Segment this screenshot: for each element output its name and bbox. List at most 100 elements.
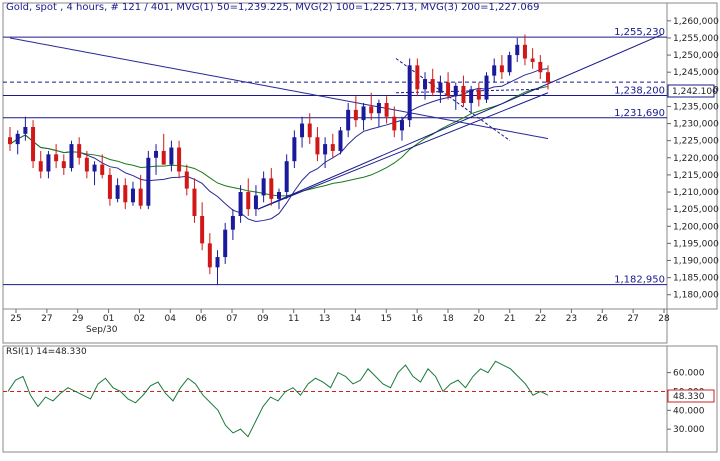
candle-body	[407, 65, 412, 121]
candle-body	[361, 106, 366, 121]
candle-body	[23, 126, 28, 134]
rsi-label: RSI(1) 14=48.330	[6, 347, 87, 357]
price-tick-label: 1,230,000	[673, 120, 719, 130]
candle-body	[38, 161, 43, 172]
time-tick-label: 11	[288, 314, 299, 324]
candle-body	[423, 79, 428, 90]
candle-body	[353, 109, 358, 121]
candle-body	[461, 85, 466, 104]
price-tick-label: 1,210,000	[673, 188, 719, 198]
price-tick-label: 1,185,000	[673, 274, 719, 284]
level-label: 1,238,200	[614, 85, 665, 96]
candle-body	[315, 137, 320, 155]
time-tick-label: 27	[41, 314, 52, 324]
candle-body	[507, 55, 512, 73]
candle-body	[207, 243, 212, 268]
support-line	[257, 92, 549, 210]
candle-body	[492, 65, 497, 76]
candle-body	[292, 137, 297, 162]
candle-body	[46, 154, 51, 172]
candle-body	[69, 144, 74, 169]
candle-body	[253, 195, 258, 210]
candle-body	[522, 44, 527, 59]
level-label: 1,231,690	[614, 108, 665, 119]
time-axis-strip	[2, 308, 668, 344]
candle-body	[92, 164, 97, 172]
candle-body	[330, 144, 335, 151]
candle-body	[115, 185, 120, 199]
rsi-tick-label: 60.000	[673, 369, 705, 379]
candle-body	[54, 154, 59, 162]
current-price-tag	[667, 84, 715, 98]
time-tick-label: 18	[442, 314, 454, 324]
candle-body	[184, 171, 189, 189]
candle-body	[546, 72, 550, 83]
candle-body	[246, 192, 251, 210]
candle-body	[31, 126, 36, 162]
rsi-panel	[2, 345, 668, 453]
candle-body	[438, 82, 443, 93]
x-sublabel: Sep/30	[86, 325, 118, 335]
candle-body	[300, 123, 305, 138]
price-tick-label: 1,255,000	[673, 34, 719, 44]
candle-body	[415, 65, 420, 90]
level-label: 1,182,950	[614, 275, 665, 286]
candle-body	[346, 109, 351, 131]
candle-body	[277, 192, 281, 199]
candle-body	[384, 103, 389, 117]
time-tick-label: 20	[473, 314, 485, 324]
candle-body	[453, 85, 458, 97]
time-ticks: 25 27 29 01 02 04 06 07 09 11 13 14 15 16 18 20 21 22 23 26…	[10, 309, 670, 324]
candle-body	[223, 229, 228, 258]
candle-body	[530, 58, 535, 62]
candle-body	[130, 188, 135, 203]
candle-body	[469, 89, 474, 104]
uptrend-line	[257, 34, 663, 210]
ma-200-line	[9, 37, 549, 140]
price-tick-label: 1,205,000	[673, 205, 719, 215]
time-tick-label: 04	[165, 314, 177, 324]
candle-body	[323, 144, 328, 155]
price-axis	[666, 2, 718, 310]
time-tick-label: 07	[226, 314, 237, 324]
time-tick-label: 26	[597, 314, 609, 324]
candle-body	[200, 215, 205, 244]
channel-upper	[395, 58, 511, 142]
price-tick-label: 1,225,000	[673, 137, 719, 147]
candle-body	[138, 188, 143, 206]
candle-body	[430, 79, 435, 93]
candle-body	[161, 150, 166, 165]
channel-lower	[395, 88, 541, 94]
candle-body	[499, 65, 504, 73]
candle-body	[77, 144, 82, 158]
price-tick-label: 1,260,000	[673, 17, 719, 27]
price-tick-label: 1,195,000	[673, 239, 719, 249]
time-tick-label: 22	[535, 314, 546, 324]
candle-body	[146, 157, 151, 206]
time-tick-label: 09	[257, 314, 269, 324]
level-label: 1,255,230	[614, 27, 665, 38]
candle-body	[192, 188, 197, 216]
time-tick-label: 25	[10, 314, 21, 324]
time-tick-label: 27	[627, 314, 638, 324]
candle-body	[238, 192, 243, 216]
rsi-tick-label: 30.000	[673, 425, 705, 435]
candle-body	[376, 103, 381, 114]
candle-body	[446, 82, 451, 97]
ma-50-line	[9, 68, 549, 222]
time-tick-label: 16	[411, 314, 423, 324]
candle-body	[15, 133, 20, 145]
candle-body	[484, 75, 489, 100]
time-tick-label: 06	[195, 314, 207, 324]
candle-body	[307, 123, 312, 138]
time-tick-label: 29	[72, 314, 84, 324]
time-tick-label: 23	[566, 314, 577, 324]
candle-body	[538, 61, 543, 73]
candle-body	[215, 257, 220, 268]
time-tick-label: 15	[381, 314, 392, 324]
price-tick-label: 1,250,000	[673, 51, 719, 61]
time-tick-label: 14	[350, 314, 362, 324]
price-ticks: 1,260,000 1,255,000 1,250,000 1,245,000 1,24…	[667, 17, 719, 301]
candle-body	[123, 185, 128, 203]
